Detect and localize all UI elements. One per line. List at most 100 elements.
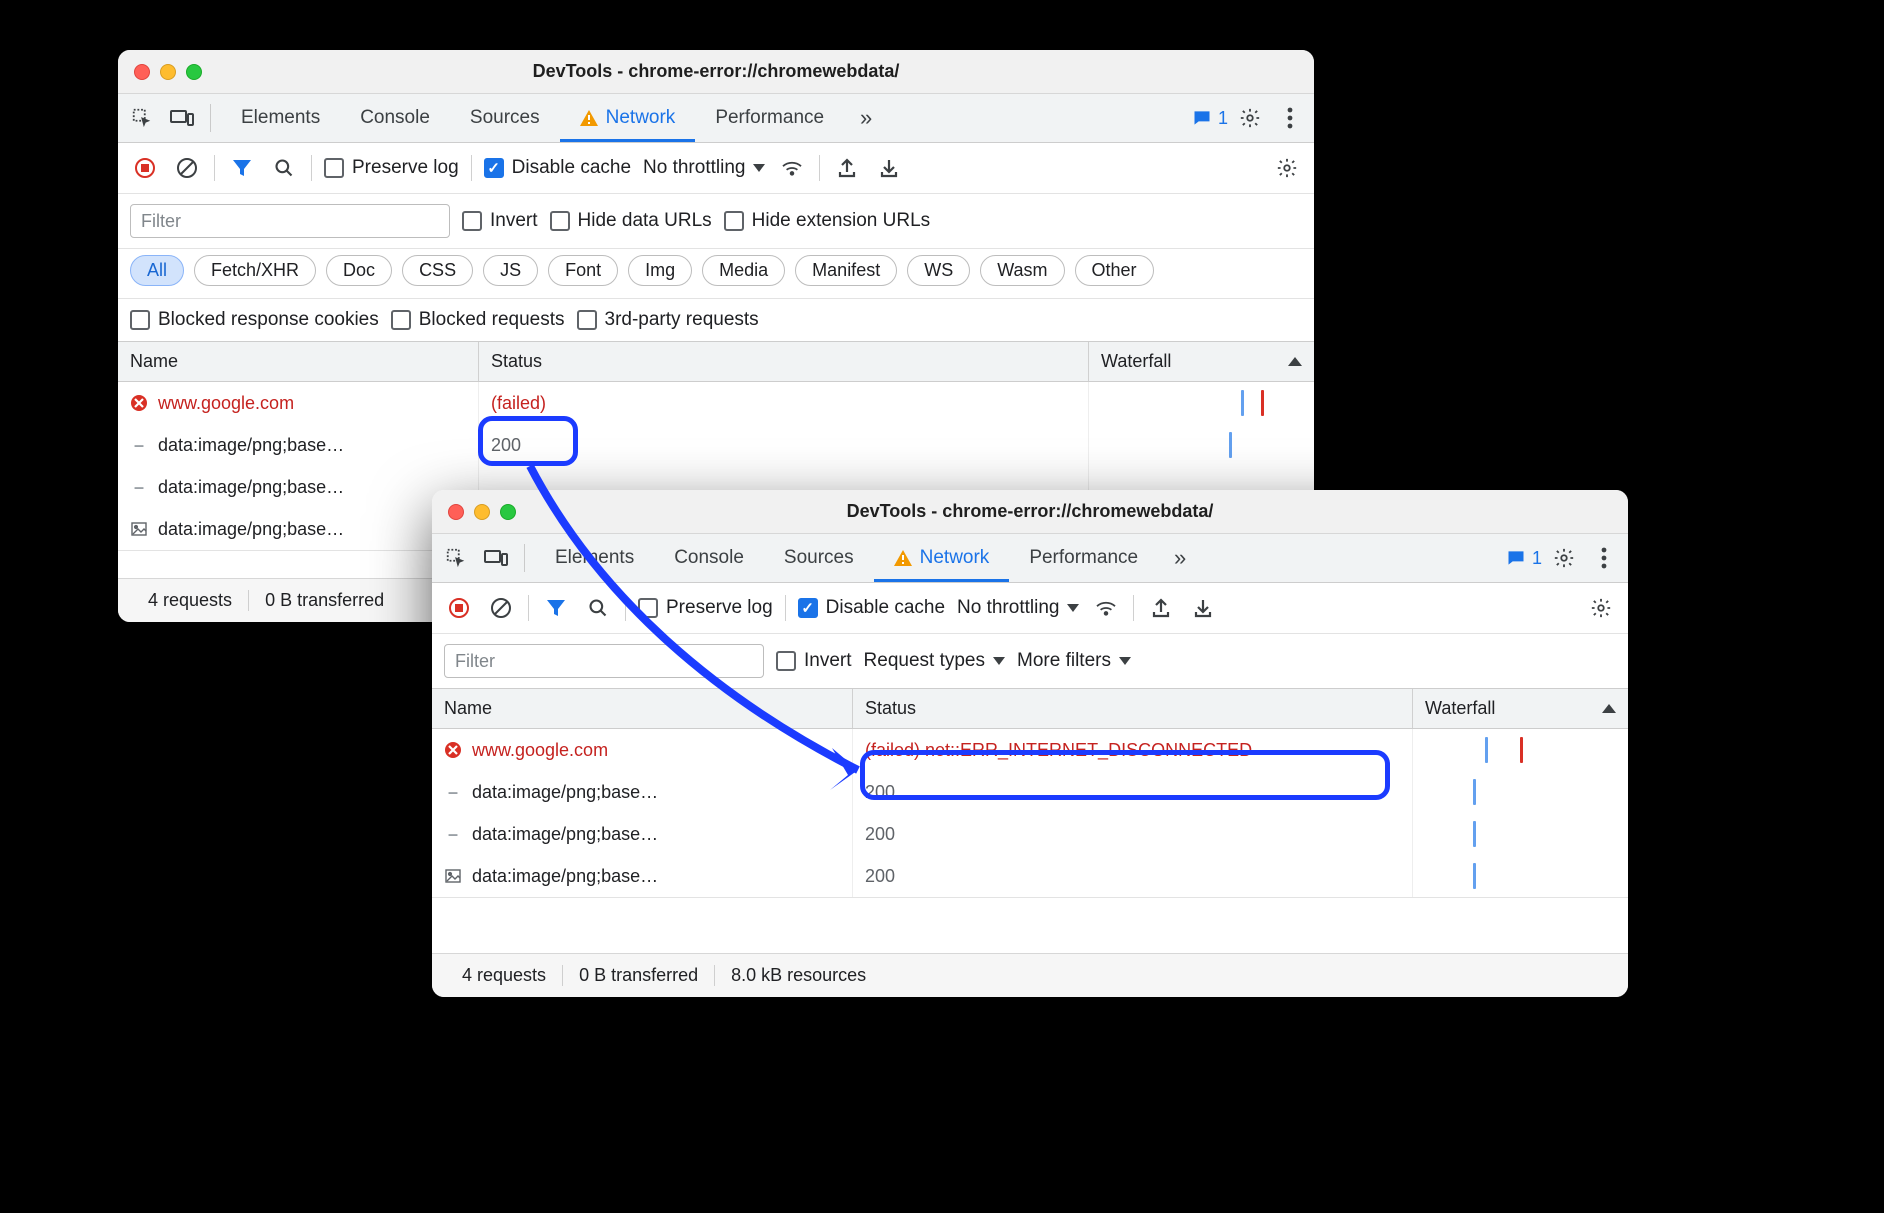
invert-checkbox[interactable]: Invert [776,650,852,672]
search-icon[interactable] [269,153,299,183]
import-har-icon[interactable] [1188,593,1218,623]
device-mode-icon[interactable] [478,540,514,576]
table-row[interactable]: –data:image/png;base…200 [432,813,1628,855]
type-pill-font[interactable]: Font [548,255,618,286]
type-pill-doc[interactable]: Doc [326,255,392,286]
tab-sources[interactable]: Sources [764,534,874,582]
inspect-icon[interactable] [124,100,160,136]
kebab-menu-icon[interactable] [1586,540,1622,576]
col-waterfall[interactable]: Waterfall [1088,342,1314,381]
type-pill-ws[interactable]: WS [907,255,970,286]
invert-checkbox[interactable]: Invert [462,210,538,232]
filter-input[interactable] [444,644,764,678]
request-name: data:image/png;base… [472,866,658,887]
tab-performance[interactable]: Performance [1009,534,1158,582]
type-pill-manifest[interactable]: Manifest [795,255,897,286]
type-pill-media[interactable]: Media [702,255,785,286]
tab-sources[interactable]: Sources [450,94,560,142]
disable-cache-checkbox[interactable]: Disable cache [798,597,945,619]
type-pill-other[interactable]: Other [1075,255,1154,286]
waterfall-bars [1425,771,1616,813]
type-pill-fetchxhr[interactable]: Fetch/XHR [194,255,316,286]
type-pill-js[interactable]: JS [483,255,538,286]
throttling-select[interactable]: No throttling [957,597,1079,619]
table-row[interactable]: data:image/png;base… 200 [432,855,1628,897]
waterfall-bars [1101,424,1302,466]
export-har-icon[interactable] [1146,593,1176,623]
dash-icon: – [444,825,462,843]
clear-icon[interactable] [172,153,202,183]
import-har-icon[interactable] [874,153,904,183]
search-icon[interactable] [583,593,613,623]
settings-icon[interactable] [1232,100,1268,136]
status-transferred: 0 B transferred [248,590,400,611]
messages-count[interactable]: 1 [1192,108,1228,129]
type-pill-wasm[interactable]: Wasm [980,255,1064,286]
network-conditions-icon[interactable] [777,153,807,183]
minimize-icon[interactable] [474,504,490,520]
filter-row: Invert Request types More filters [432,634,1628,689]
cell-name: www.google.com [118,382,478,424]
request-types-select[interactable]: Request types [864,650,1005,672]
maximize-icon[interactable] [500,504,516,520]
third-party-checkbox[interactable]: 3rd-party requests [577,309,759,331]
table-row[interactable]: www.google.com(failed) [118,382,1314,424]
device-mode-icon[interactable] [164,100,200,136]
tab-console[interactable]: Console [340,94,450,142]
preserve-log-checkbox[interactable]: Preserve log [638,597,773,619]
status-bar: 4 requests 0 B transferred 8.0 kB resour… [432,953,1628,997]
table-row[interactable]: www.google.com(failed) net::ERR_INTERNET… [432,729,1628,771]
preserve-log-checkbox[interactable]: Preserve log [324,157,459,179]
blocked-requests-checkbox[interactable]: Blocked requests [391,309,565,331]
hide-data-urls-checkbox[interactable]: Hide data URLs [550,210,712,232]
error-icon [130,394,148,412]
record-icon[interactable] [130,153,160,183]
col-waterfall[interactable]: Waterfall [1412,689,1628,728]
kebab-menu-icon[interactable] [1272,100,1308,136]
type-pill-all[interactable]: All [130,255,184,286]
status-requests: 4 requests [446,965,562,986]
col-name[interactable]: Name [432,698,852,719]
record-icon[interactable] [444,593,474,623]
clear-icon[interactable] [486,593,516,623]
more-tabs-icon[interactable]: » [1162,540,1198,576]
close-icon[interactable] [448,504,464,520]
messages-count[interactable]: 1 [1506,548,1542,569]
chevron-down-icon [1119,657,1131,665]
type-pill-css[interactable]: CSS [402,255,473,286]
close-icon[interactable] [134,64,150,80]
tab-elements[interactable]: Elements [535,534,654,582]
network-settings-icon[interactable] [1586,593,1616,623]
hide-extension-urls-checkbox[interactable]: Hide extension URLs [724,210,930,232]
tab-elements[interactable]: Elements [221,94,340,142]
network-settings-icon[interactable] [1272,153,1302,183]
filter-icon[interactable] [227,153,257,183]
minimize-icon[interactable] [160,64,176,80]
blocked-cookies-checkbox[interactable]: Blocked response cookies [130,309,379,331]
warning-icon [580,110,598,126]
sort-asc-icon [1602,704,1616,713]
status-text: 200 [865,866,895,887]
col-status[interactable]: Status [852,689,1412,728]
table-row[interactable]: –data:image/png;base…200 [118,424,1314,466]
status-text: (failed) net::ERR_INTERNET_DISCONNECTED [865,740,1252,761]
table-row[interactable]: –data:image/png;base…200 [432,771,1628,813]
tab-network[interactable]: Network [560,94,696,142]
tab-network[interactable]: Network [874,534,1010,582]
more-tabs-icon[interactable]: » [848,100,884,136]
throttling-select[interactable]: No throttling [643,157,765,179]
settings-icon[interactable] [1546,540,1582,576]
filter-icon[interactable] [541,593,571,623]
col-name[interactable]: Name [118,351,478,372]
tab-performance[interactable]: Performance [695,94,844,142]
export-har-icon[interactable] [832,153,862,183]
more-filters-select[interactable]: More filters [1017,650,1131,672]
tab-console[interactable]: Console [654,534,764,582]
maximize-icon[interactable] [186,64,202,80]
network-conditions-icon[interactable] [1091,593,1121,623]
inspect-icon[interactable] [438,540,474,576]
type-pill-img[interactable]: Img [628,255,692,286]
disable-cache-checkbox[interactable]: Disable cache [484,157,631,179]
col-status[interactable]: Status [478,342,1088,381]
filter-input[interactable] [130,204,450,238]
